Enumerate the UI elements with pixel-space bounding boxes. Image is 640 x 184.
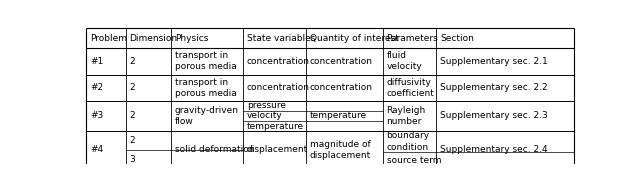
- Text: Supplementary sec. 2.2: Supplementary sec. 2.2: [440, 83, 548, 92]
- Text: solid deformation: solid deformation: [175, 145, 254, 154]
- Text: pressure: pressure: [246, 101, 285, 110]
- Text: #4: #4: [90, 145, 103, 154]
- Text: concentration: concentration: [310, 83, 372, 92]
- Text: #2: #2: [90, 83, 103, 92]
- Text: Section: Section: [440, 33, 474, 43]
- Text: #1: #1: [90, 57, 103, 66]
- Text: #3: #3: [90, 112, 103, 121]
- Text: concentration: concentration: [246, 57, 310, 66]
- Text: Supplementary sec. 2.3: Supplementary sec. 2.3: [440, 112, 548, 121]
- Text: source term: source term: [387, 156, 441, 165]
- Text: 3: 3: [129, 155, 135, 164]
- Text: Supplementary sec. 2.4: Supplementary sec. 2.4: [440, 145, 548, 154]
- Text: temperature: temperature: [310, 112, 367, 121]
- Text: Rayleigh
number: Rayleigh number: [387, 106, 426, 126]
- Text: temperature: temperature: [246, 122, 304, 131]
- Text: Dimension: Dimension: [129, 33, 178, 43]
- Text: velocity: velocity: [246, 112, 282, 121]
- Text: diffusivity
coefficient: diffusivity coefficient: [387, 78, 435, 98]
- Text: magnitude of
displacement: magnitude of displacement: [310, 140, 371, 160]
- Text: Physics: Physics: [175, 33, 208, 43]
- Text: Parameters: Parameters: [387, 33, 438, 43]
- Text: fluid
velocity: fluid velocity: [387, 51, 422, 71]
- Text: 2: 2: [129, 57, 135, 66]
- Text: Quantity of interest: Quantity of interest: [310, 33, 398, 43]
- Text: Problem: Problem: [90, 33, 127, 43]
- Text: 2: 2: [129, 83, 135, 92]
- Text: concentration: concentration: [310, 57, 372, 66]
- Text: concentration: concentration: [246, 83, 310, 92]
- Text: boundary
condition: boundary condition: [387, 131, 429, 152]
- Text: 2: 2: [129, 112, 135, 121]
- Text: Supplementary sec. 2.1: Supplementary sec. 2.1: [440, 57, 548, 66]
- Text: displacement: displacement: [246, 145, 308, 154]
- Text: gravity-driven
flow: gravity-driven flow: [175, 106, 239, 126]
- Text: transport in
porous media: transport in porous media: [175, 78, 237, 98]
- Text: 2: 2: [129, 136, 135, 145]
- Text: transport in
porous media: transport in porous media: [175, 51, 237, 71]
- Text: State variables: State variables: [246, 33, 315, 43]
